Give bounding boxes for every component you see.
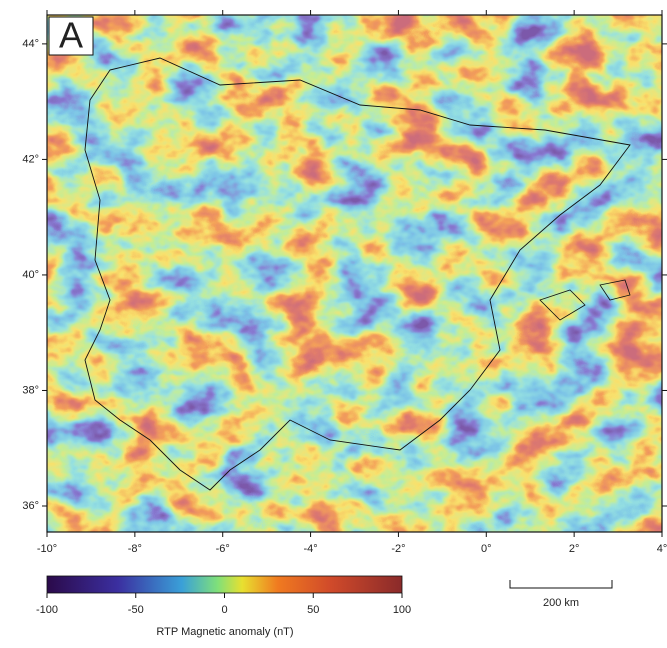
anomaly-field	[47, 15, 662, 532]
x-tick-label: -4°	[303, 543, 317, 555]
y-tick-label: 42°	[22, 153, 39, 165]
y-tick-label: 44°	[22, 38, 39, 50]
y-tick-label: 36°	[22, 500, 39, 512]
x-tick-label: -6°	[216, 543, 230, 555]
scale-bar	[510, 580, 612, 588]
colorbar-tick-label: 100	[393, 604, 411, 616]
scale-bar-label: 200 km	[543, 597, 579, 609]
y-tick-label: 38°	[22, 384, 39, 396]
colorbar-label: RTP Magnetic anomaly (nT)	[156, 626, 293, 638]
x-tick-label: -8°	[128, 543, 142, 555]
x-tick-label: -2°	[391, 543, 405, 555]
x-tick-label: -10°	[37, 543, 57, 555]
x-tick-label: 0°	[481, 543, 492, 555]
panel-label: A	[59, 15, 83, 56]
x-tick-label: 4°	[657, 543, 667, 555]
colorbar	[47, 576, 402, 593]
colorbar-tick-label: 50	[307, 604, 319, 616]
y-tick-label: 40°	[22, 269, 39, 281]
anomaly-raster	[47, 15, 662, 532]
x-tick-label: 2°	[569, 543, 580, 555]
map-figure: A RTP Magnetic anomaly (nT) 200 km -10° -…	[0, 0, 667, 643]
colorbar-tick-label: -50	[128, 604, 144, 616]
colorbar-tick-label: 0	[221, 604, 227, 616]
colorbar-tick-label: -100	[36, 604, 58, 616]
